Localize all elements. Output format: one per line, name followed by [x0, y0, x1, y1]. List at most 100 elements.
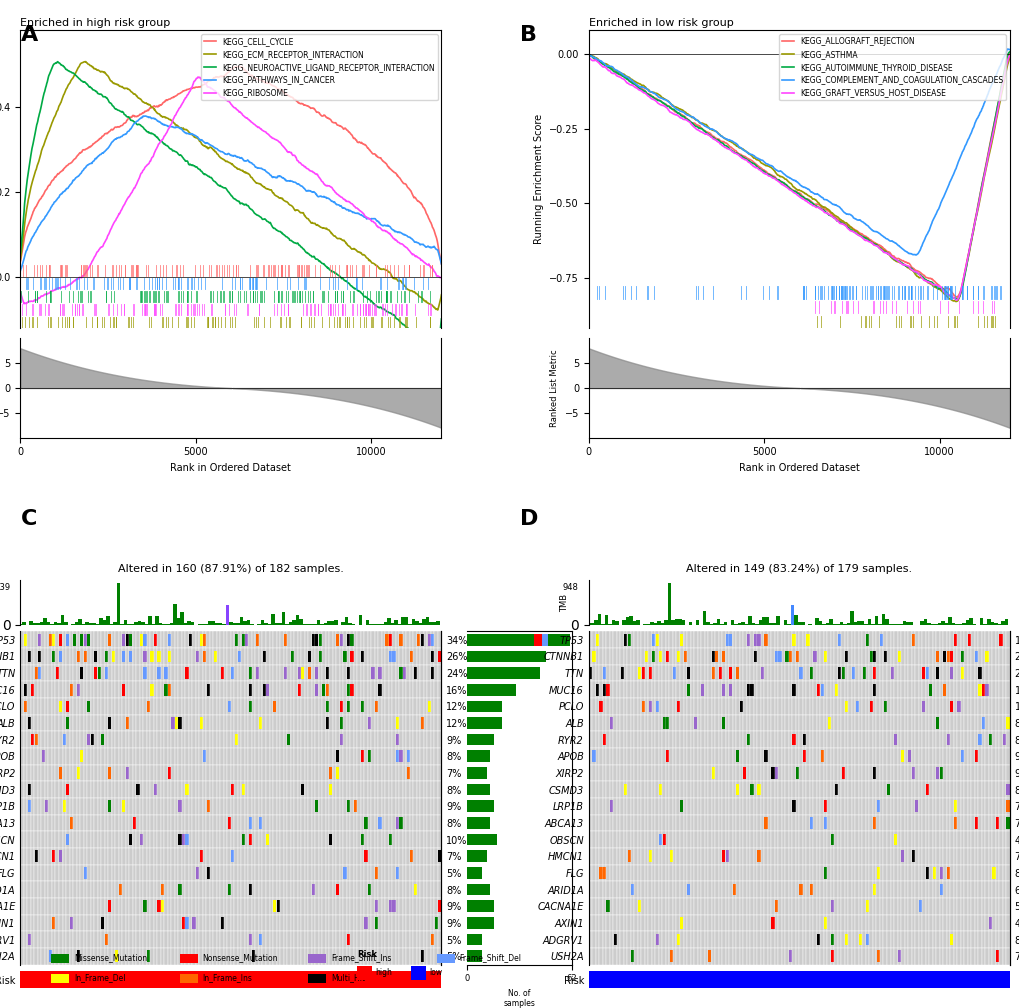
Bar: [161, 631, 164, 648]
Bar: [904, 631, 907, 648]
Bar: [844, 848, 848, 865]
Bar: [22, 622, 25, 625]
Bar: [105, 648, 108, 664]
Bar: [690, 631, 693, 648]
Bar: [904, 931, 907, 948]
Bar: [904, 732, 907, 748]
X-axis label: Rank in Ordered Dataset: Rank in Ordered Dataset: [738, 463, 859, 473]
Bar: [293, 881, 298, 898]
Bar: [687, 667, 690, 678]
Bar: [361, 715, 364, 732]
Bar: [760, 814, 763, 832]
Bar: [697, 631, 700, 648]
Bar: [721, 732, 725, 748]
Bar: [269, 748, 273, 765]
Bar: [963, 664, 967, 681]
Bar: [707, 631, 711, 648]
Bar: [960, 715, 963, 732]
Bar: [668, 631, 673, 648]
Bar: [54, 622, 57, 625]
Bar: [700, 948, 704, 965]
Bar: [417, 848, 420, 865]
Bar: [84, 715, 87, 732]
Bar: [35, 715, 38, 732]
Bar: [872, 698, 875, 715]
Bar: [802, 865, 805, 881]
Bar: [658, 798, 661, 814]
Bar: [298, 781, 301, 798]
Bar: [129, 948, 132, 965]
Bar: [129, 848, 132, 865]
Bar: [658, 898, 661, 914]
Bar: [378, 683, 381, 696]
Bar: [147, 648, 150, 664]
Bar: [20, 681, 23, 698]
Bar: [987, 648, 991, 664]
Bar: [185, 931, 189, 948]
Bar: [79, 898, 84, 914]
Bar: [98, 848, 101, 865]
Bar: [700, 814, 704, 832]
Bar: [181, 898, 185, 914]
Bar: [220, 648, 224, 664]
Bar: [792, 898, 795, 914]
Bar: [332, 698, 336, 715]
Bar: [928, 698, 931, 715]
Bar: [52, 634, 55, 645]
Bar: [714, 650, 717, 662]
KEGG_NEUROACTIVE_LIGAND_RECEPTOR_INTERACTION: [377, 302, 389, 314]
Bar: [872, 648, 875, 664]
Bar: [862, 914, 865, 931]
Bar: [137, 832, 140, 848]
Bar: [1002, 898, 1006, 914]
Bar: [631, 765, 634, 781]
Bar: [20, 798, 23, 814]
Bar: [743, 767, 746, 779]
Bar: [322, 732, 325, 748]
Bar: [286, 664, 290, 681]
Bar: [346, 848, 350, 865]
Bar: [84, 914, 87, 931]
Bar: [1006, 765, 1009, 781]
Bar: [868, 781, 872, 798]
Bar: [795, 732, 799, 748]
Bar: [283, 798, 286, 814]
Bar: [79, 948, 84, 965]
Bar: [872, 848, 875, 865]
Bar: [252, 781, 255, 798]
Bar: [938, 715, 943, 732]
Bar: [118, 898, 122, 914]
Bar: [802, 698, 805, 715]
Bar: [301, 664, 305, 681]
Bar: [826, 914, 830, 931]
Bar: [725, 648, 729, 664]
Bar: [931, 867, 935, 879]
Bar: [227, 765, 230, 781]
Bar: [875, 800, 879, 812]
Bar: [770, 948, 774, 965]
Bar: [398, 715, 403, 732]
Bar: [753, 664, 756, 681]
Bar: [792, 865, 795, 881]
Bar: [749, 748, 753, 765]
Bar: [683, 914, 687, 931]
Bar: [230, 814, 234, 832]
Bar: [960, 931, 963, 948]
Bar: [931, 865, 935, 881]
Bar: [928, 765, 931, 781]
Bar: [711, 667, 714, 678]
Bar: [599, 848, 602, 865]
Bar: [680, 634, 683, 645]
Bar: [862, 698, 865, 715]
Bar: [938, 767, 942, 779]
Bar: [725, 931, 729, 948]
Bar: [28, 664, 31, 681]
Bar: [967, 948, 970, 965]
Bar: [651, 948, 655, 965]
Bar: [28, 898, 31, 914]
Bar: [118, 832, 122, 848]
Bar: [823, 648, 826, 664]
Bar: [350, 898, 354, 914]
Bar: [91, 848, 94, 865]
Bar: [967, 798, 970, 814]
